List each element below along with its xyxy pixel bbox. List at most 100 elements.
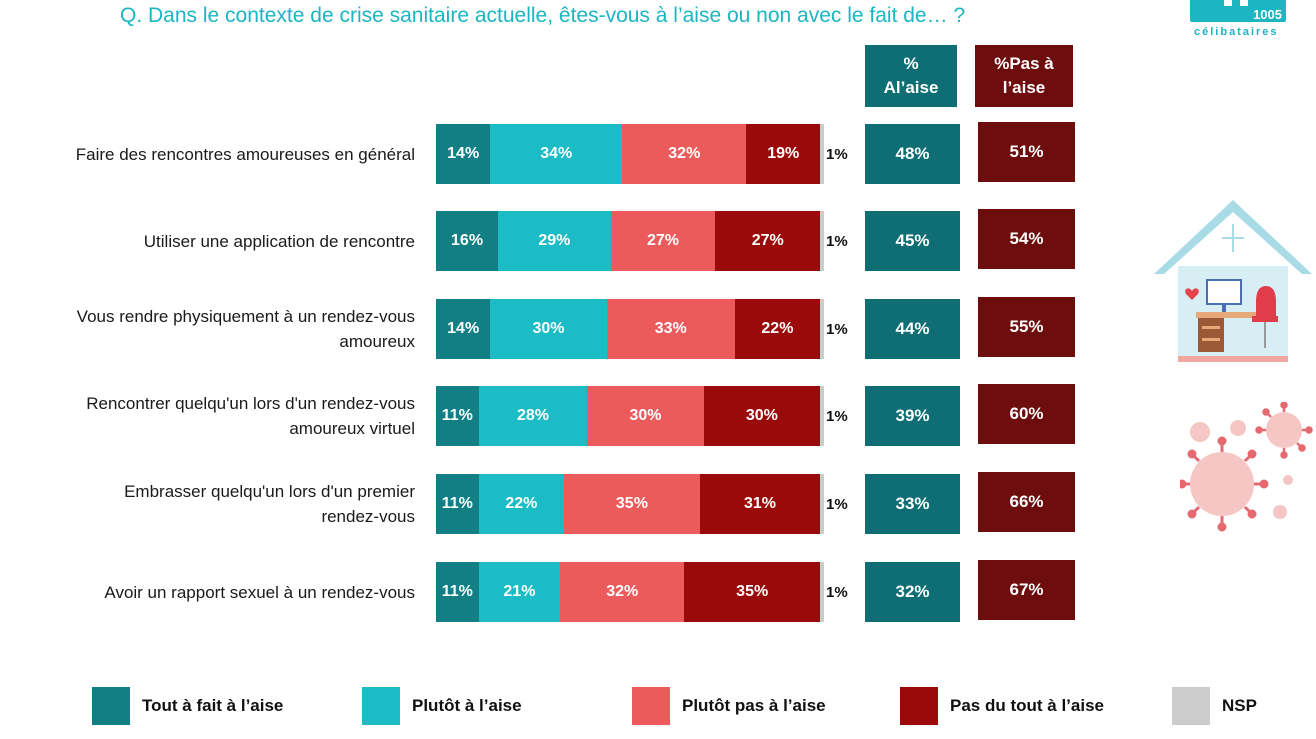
- legend-item: Pas du tout à l’aise: [900, 686, 1104, 726]
- bar-segment: 14%: [436, 124, 491, 184]
- nsp-value: 1%: [826, 320, 848, 338]
- total-aise-value: 48%: [865, 124, 960, 184]
- logo-number: 1005: [1253, 7, 1282, 22]
- legend-label: Tout à fait à l’aise: [142, 696, 284, 715]
- stacked-bar: 14% 30% 33% 22%: [436, 299, 824, 359]
- logo-banner: 1005: [1190, 0, 1286, 22]
- nsp-value: 1%: [826, 232, 848, 250]
- bar-segment: [820, 211, 824, 271]
- particle-icon: [1230, 420, 1246, 436]
- row-label: Rencontrer quelqu'un lors d'un rendez-vo…: [10, 385, 415, 447]
- bar-segment: 34%: [490, 124, 623, 184]
- header-aise-line1: %: [903, 54, 919, 73]
- bar-segment: 19%: [746, 124, 821, 184]
- total-aise-value: 44%: [865, 299, 960, 359]
- desk-icon: [1196, 312, 1268, 318]
- legend-swatch: [1172, 687, 1210, 725]
- header-aise-line2: Al’aise: [883, 78, 939, 97]
- header-pas-line2: l’aise: [1002, 78, 1046, 97]
- heart-icon: [1185, 288, 1199, 300]
- stacked-bar: 16% 29% 27% 27%: [436, 211, 824, 271]
- total-pas-aise-value: 66%: [978, 472, 1075, 532]
- bar-segment: 27%: [610, 211, 716, 271]
- nsp-value: 1%: [826, 145, 848, 163]
- roof-icon: [1154, 200, 1312, 274]
- bar-segment: 32%: [622, 124, 747, 184]
- nsp-value: 1%: [826, 495, 848, 513]
- legend-item: Plutôt à l’aise: [362, 686, 522, 726]
- row-label: Vous rendre physiquement à un rendez-vou…: [10, 298, 415, 360]
- particle-icon: [1273, 505, 1287, 519]
- nsp-value: 1%: [826, 407, 848, 425]
- row-label-line1: Avoir un rapport sexuel à un rendez-vous: [104, 582, 415, 602]
- bar-segment: 30%: [703, 386, 821, 446]
- chair-icon: [1256, 286, 1276, 316]
- bar-segment: 22%: [478, 474, 565, 534]
- legend-label: NSP: [1222, 696, 1257, 715]
- bar-segment: 33%: [606, 299, 735, 359]
- legend-swatch: [900, 687, 938, 725]
- stacked-bar: 14% 34% 32% 19%: [436, 124, 824, 184]
- total-pas-aise-value: 67%: [978, 560, 1075, 620]
- bar-segment: 22%: [734, 299, 821, 359]
- row-label-line1: Utiliser une application de rencontre: [143, 231, 415, 251]
- row-label: Utiliser une application de rencontre: [10, 210, 415, 272]
- bar-segment: 16%: [436, 211, 499, 271]
- bar-segment: 21%: [478, 562, 561, 622]
- total-pas-aise-value: 55%: [978, 297, 1075, 357]
- legend-swatch: [362, 687, 400, 725]
- row-label: Embrasser quelqu'un lors d'un premier ren…: [10, 473, 415, 535]
- row-label-line1: Faire des rencontres amoureuses en génér…: [75, 144, 415, 164]
- large-virus-icon: [1180, 436, 1269, 532]
- total-aise-value: 39%: [865, 386, 960, 446]
- legend-swatch: [632, 687, 670, 725]
- legend-item: Plutôt pas à l’aise: [632, 686, 826, 726]
- total-pas-aise-value: 60%: [978, 384, 1075, 444]
- chart-title: Q. Dans le contexte de crise sanitaire a…: [120, 4, 966, 27]
- row-label-line2: amoureux: [339, 332, 415, 351]
- row-label-line2: amoureux virtuel: [289, 419, 415, 438]
- bar-segment: [820, 562, 824, 622]
- bar-segment: 35%: [684, 562, 821, 622]
- bar-segment: 30%: [490, 299, 607, 359]
- particle-icon: [1283, 475, 1293, 485]
- bar-segment: 28%: [478, 386, 588, 446]
- virus-illustration: [1180, 402, 1313, 532]
- total-aise-value: 32%: [865, 562, 960, 622]
- legend-label: Plutôt pas à l’aise: [682, 696, 826, 715]
- row-label-line1: Embrasser quelqu'un lors d'un premier: [124, 482, 415, 501]
- bar-segment: 27%: [715, 211, 821, 271]
- bar-segment: 31%: [699, 474, 821, 534]
- bar-segment: 35%: [564, 474, 700, 534]
- bar-segment: 14%: [436, 299, 491, 359]
- header-total-aise: % Al’aise: [865, 45, 957, 107]
- legend-swatch: [92, 687, 130, 725]
- legend-label: Pas du tout à l’aise: [950, 696, 1104, 715]
- bar-segment: [820, 474, 824, 534]
- total-aise-value: 45%: [865, 211, 960, 271]
- bar-segment: 32%: [560, 562, 685, 622]
- bar-segment: 11%: [436, 474, 479, 534]
- bar-segment: [820, 124, 824, 184]
- row-label: Avoir un rapport sexuel à un rendez-vous: [10, 561, 415, 623]
- row-label-line1: Vous rendre physiquement à un rendez-vou…: [76, 307, 415, 326]
- particle-icon: [1190, 422, 1210, 442]
- row-label-line2: rendez-vous: [321, 507, 415, 526]
- legend-label: Plutôt à l’aise: [412, 696, 522, 715]
- bar-segment: 30%: [587, 386, 704, 446]
- stacked-bar: 11% 22% 35% 31%: [436, 474, 824, 534]
- total-pas-aise-value: 51%: [978, 122, 1075, 182]
- nsp-value: 1%: [826, 583, 848, 601]
- header-pas-line1: %Pas à: [994, 54, 1054, 73]
- total-pas-aise-value: 54%: [978, 209, 1075, 269]
- bar-segment: 11%: [436, 562, 479, 622]
- brand-logo: 1005 célibataires: [1190, 0, 1286, 42]
- monitor-icon: [1206, 279, 1242, 305]
- total-aise-value: 33%: [865, 474, 960, 534]
- row-label-line1: Rencontrer quelqu'un lors d'un rendez-vo…: [86, 394, 415, 413]
- bar-segment: 11%: [436, 386, 479, 446]
- stacked-bar: 11% 28% 30% 30%: [436, 386, 824, 446]
- legend-item: NSP: [1172, 686, 1257, 726]
- drawer-icon: [1198, 318, 1224, 352]
- bar-segment: [820, 386, 824, 446]
